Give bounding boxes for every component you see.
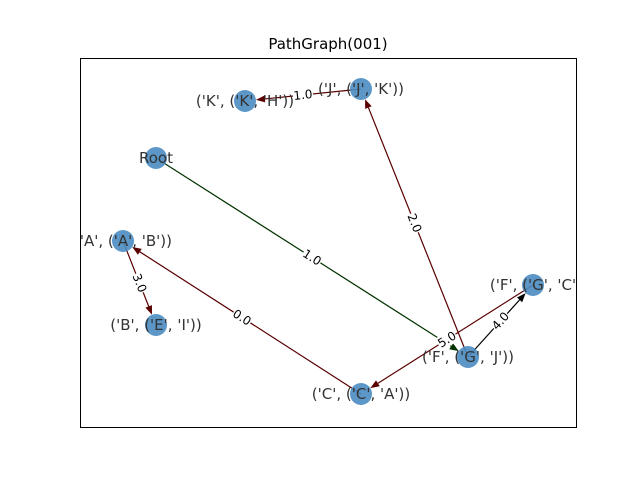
edge-arrowhead bbox=[132, 246, 142, 255]
edge-label: 3.0 bbox=[129, 272, 149, 295]
edge-label-background bbox=[299, 246, 325, 269]
edge-label: 2.0 bbox=[404, 212, 424, 235]
edge-arrowhead bbox=[145, 305, 152, 315]
node-g bbox=[457, 346, 479, 368]
node-label: ('B', ('E', 'I')) bbox=[110, 316, 201, 334]
node-labels-layer: ('K', ('K', 'H')) ('J', ('J', 'K')) Root ('… bbox=[74, 80, 576, 403]
edge-arrowhead bbox=[255, 95, 266, 103]
node-label: ('C', ('C', 'A')) bbox=[312, 385, 410, 403]
node-b bbox=[145, 314, 167, 336]
edge-label-background bbox=[434, 328, 460, 351]
node-label: ('F', ('G', 'C' bbox=[490, 276, 576, 294]
edge-label-background bbox=[292, 87, 314, 103]
node-label: ('K', ('K', 'H')) bbox=[196, 92, 294, 110]
edge-arrowhead bbox=[365, 99, 372, 109]
edge-label-background bbox=[129, 271, 150, 295]
edge-label: 1.0 bbox=[293, 87, 313, 103]
nodes-layer bbox=[112, 78, 544, 405]
node-k bbox=[234, 90, 256, 112]
plot-frame bbox=[80, 58, 577, 428]
node-label: Root bbox=[139, 149, 173, 167]
edge-arrowhead bbox=[370, 380, 380, 389]
edge-label-background bbox=[229, 306, 255, 329]
node-c bbox=[350, 383, 372, 405]
edge-label: 1.0 bbox=[300, 246, 324, 268]
node-f bbox=[522, 274, 544, 296]
edge-label: 0.0 bbox=[230, 306, 254, 328]
node-label: ('J', ('J', 'K')) bbox=[318, 80, 404, 98]
node-label: ('A', ('A', 'B')) bbox=[74, 232, 172, 250]
edge-labels-layer: 1.02.01.03.00.05.04.0 bbox=[129, 87, 513, 351]
edge-arrowhead bbox=[517, 293, 526, 303]
edge-label-background bbox=[404, 211, 425, 235]
node-label: ('F', ('G', 'J')) bbox=[422, 348, 514, 366]
chart-title: PathGraph(001) bbox=[268, 35, 387, 53]
edge-label-background bbox=[488, 308, 513, 334]
node-root bbox=[145, 147, 167, 169]
node-j bbox=[350, 78, 372, 100]
node-a bbox=[112, 230, 134, 252]
edge-arrowhead bbox=[449, 343, 459, 352]
